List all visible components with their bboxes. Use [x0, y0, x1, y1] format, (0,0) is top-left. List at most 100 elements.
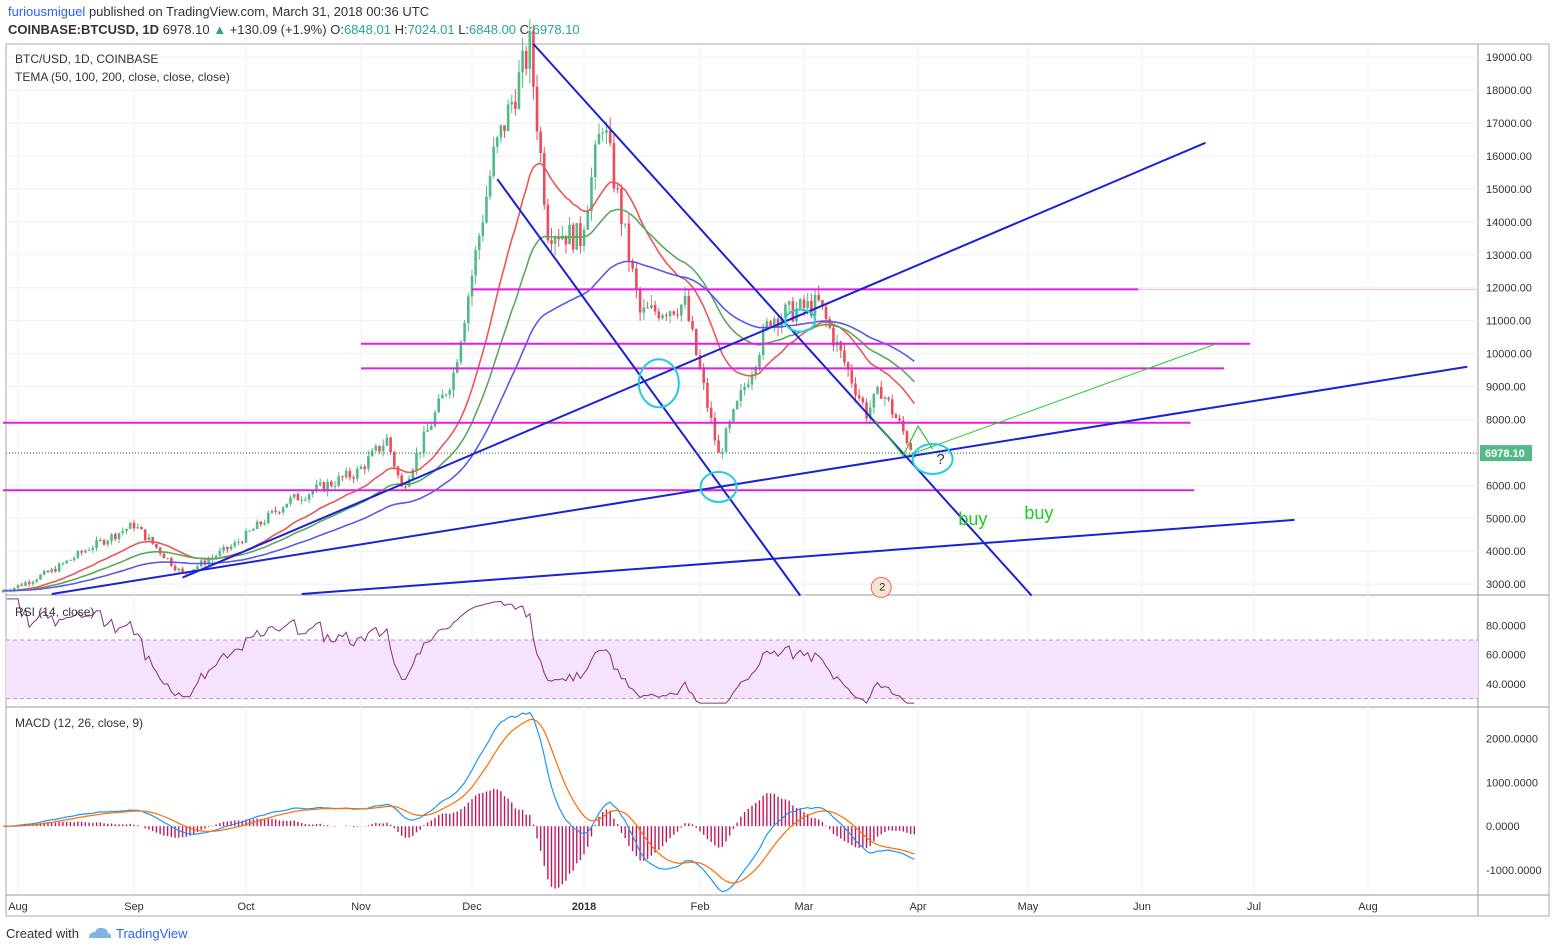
- symbol-line: COINBASE:BTCUSD, 1D 6978.10 ▲ +130.09 (+…: [8, 22, 580, 37]
- candle-body: [868, 407, 872, 419]
- candle-body: [620, 188, 623, 225]
- candle-body: [344, 470, 348, 478]
- candle-body: [80, 551, 83, 553]
- candle-body: [772, 318, 776, 327]
- up-arrow-icon: ▲: [213, 22, 227, 37]
- candle-body: [865, 402, 868, 419]
- publish-line: furiousmiguel published on TradingView.c…: [8, 4, 429, 19]
- macd-legend[interactable]: MACD (12, 26, close, 9): [15, 716, 144, 730]
- candle-body: [348, 470, 352, 478]
- candle-body: [407, 478, 411, 487]
- projection-zigzag: [873, 419, 934, 457]
- rsi-band: [6, 640, 1478, 699]
- candle-body: [784, 304, 787, 318]
- price-tick-label: 6000.00: [1486, 480, 1526, 492]
- macd-tick-label: 2000.0000: [1486, 734, 1538, 746]
- candle-body: [532, 31, 535, 87]
- candle-body: [623, 223, 627, 225]
- candle-body: [883, 397, 887, 399]
- candle-body: [646, 307, 649, 309]
- buy-annotation: buy: [958, 509, 987, 529]
- chart-frame: [5, 43, 1550, 917]
- candle-body: [363, 466, 366, 469]
- candle-body: [499, 125, 503, 138]
- candle-body: [173, 565, 177, 571]
- candle-body: [679, 304, 683, 316]
- tradingview-link[interactable]: TradingView: [116, 926, 188, 941]
- candle-body: [510, 101, 514, 105]
- candle-body: [524, 51, 528, 69]
- candle-body: [683, 296, 687, 305]
- candle-body: [337, 476, 341, 486]
- candle-body: [616, 188, 619, 190]
- candle-body: [724, 428, 728, 452]
- candle-body: [27, 582, 31, 584]
- date-tick-label: Oct: [237, 901, 254, 913]
- candle-body: [854, 383, 857, 396]
- candle-body: [638, 289, 642, 313]
- projection-line: [906, 343, 1217, 457]
- date-tick-label: Feb: [691, 901, 710, 913]
- low-value: 6848.00: [469, 22, 517, 37]
- candles: [1, 19, 916, 593]
- candle-body: [798, 299, 802, 309]
- candle-body: [54, 569, 57, 572]
- candle-body: [318, 482, 322, 485]
- candle-body: [57, 563, 61, 572]
- candle-body: [492, 146, 495, 176]
- tema-legend[interactable]: TEMA (50, 100, 200, close, close, close): [15, 70, 230, 84]
- candle-body: [824, 306, 828, 320]
- candle-body: [672, 311, 676, 315]
- candle-body: [743, 387, 746, 391]
- rsi-legend[interactable]: RSI (14, close): [15, 605, 95, 619]
- candle-body: [846, 362, 850, 370]
- tema-200-line: [3, 260, 915, 592]
- candle-body: [69, 559, 72, 561]
- candle-body: [285, 503, 289, 508]
- candle-body: [787, 301, 791, 305]
- candle-body: [322, 482, 326, 492]
- candle-body: [158, 547, 162, 554]
- candle-body: [535, 86, 539, 132]
- date-tick-label: Jun: [1133, 901, 1151, 913]
- candle-body: [691, 320, 694, 329]
- author-link[interactable]: furiousmiguel: [8, 4, 86, 19]
- highlight-circle: [911, 442, 954, 475]
- price-tick-label: 10000.00: [1486, 349, 1532, 361]
- candle-body: [668, 311, 672, 317]
- candle-body: [65, 560, 68, 564]
- candle-body: [905, 431, 909, 444]
- candle-body: [300, 499, 303, 501]
- candle-body: [521, 51, 524, 73]
- candle-body: [255, 521, 259, 530]
- price-tick-label: 13000.00: [1486, 250, 1532, 262]
- candle-body: [404, 486, 407, 488]
- candle-body: [832, 327, 835, 346]
- candle-body: [278, 511, 281, 513]
- candle-body: [635, 268, 638, 290]
- last-price-label: 6978.10: [1485, 448, 1525, 460]
- candle-body: [400, 475, 403, 487]
- candle-body: [91, 547, 95, 551]
- publish-info: published on TradingView.com, March 31, …: [88, 4, 430, 19]
- candle-body: [263, 522, 266, 525]
- price-tick-label: 17000.00: [1486, 118, 1532, 130]
- candle-body: [110, 534, 113, 541]
- candle-body: [333, 485, 337, 487]
- candle-body: [296, 494, 300, 501]
- candle-body: [528, 31, 532, 69]
- candle-body: [463, 323, 466, 342]
- candle-body: [259, 521, 263, 525]
- candle-body: [330, 481, 333, 486]
- candle-body: [266, 512, 270, 523]
- candle-body: [894, 414, 898, 419]
- candle-body: [207, 559, 210, 565]
- candle-body: [720, 451, 724, 453]
- macd-line: [3, 711, 915, 893]
- candle-body: [448, 389, 452, 395]
- candle-body: [887, 397, 890, 400]
- candle-body: [702, 368, 706, 383]
- price-tick-label: 14000.00: [1486, 217, 1532, 229]
- candle-body: [590, 177, 593, 212]
